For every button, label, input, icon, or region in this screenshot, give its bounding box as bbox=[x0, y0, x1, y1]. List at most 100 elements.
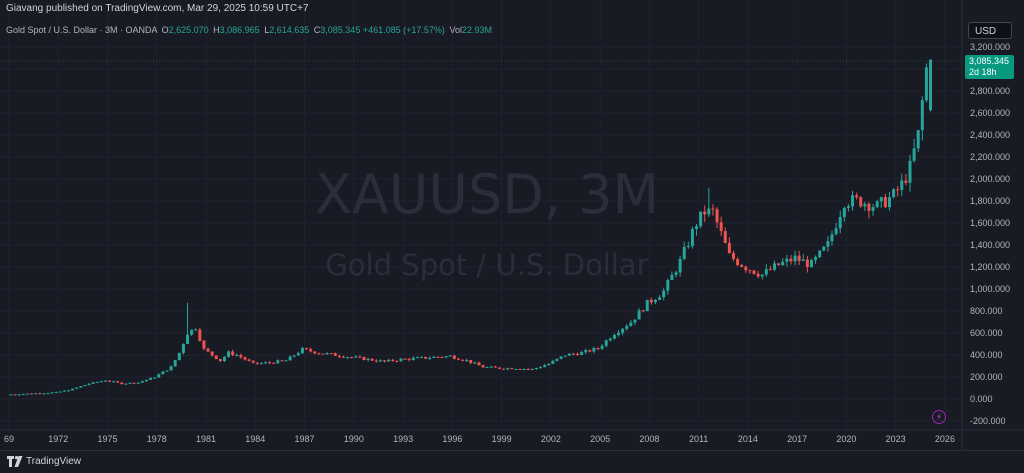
candle-body bbox=[612, 334, 616, 339]
open-value: 2,625.070 bbox=[168, 25, 209, 35]
candle-body bbox=[370, 358, 374, 361]
candle-body bbox=[132, 382, 136, 384]
candle-body bbox=[411, 357, 415, 360]
candle-body bbox=[444, 356, 448, 358]
candle-body bbox=[797, 255, 801, 261]
candle-body bbox=[420, 356, 423, 358]
candle-body bbox=[255, 362, 259, 364]
candle-body bbox=[112, 381, 116, 383]
candle-body bbox=[157, 374, 161, 378]
x-tick-label: 69 bbox=[4, 434, 14, 444]
candle-body bbox=[543, 365, 547, 368]
y-tick-label: 0.000 bbox=[970, 394, 993, 404]
candle-body bbox=[604, 340, 608, 346]
candle-body bbox=[641, 310, 645, 312]
candle-body bbox=[781, 261, 785, 265]
candle-body bbox=[366, 358, 370, 361]
candle-body bbox=[276, 360, 280, 364]
candle-body bbox=[120, 382, 124, 385]
candle-body bbox=[518, 368, 522, 370]
x-tick-label: 1987 bbox=[295, 434, 315, 444]
candle-body bbox=[321, 353, 325, 355]
bar-countdown: 2d 18h bbox=[969, 67, 997, 77]
candle-body bbox=[563, 355, 567, 357]
candle-body bbox=[855, 195, 859, 198]
candle-body bbox=[428, 357, 432, 359]
y-tick-label: 1,600.000 bbox=[970, 218, 1010, 228]
candle-body bbox=[838, 216, 842, 229]
high-label: H bbox=[213, 25, 220, 35]
candle-body bbox=[461, 359, 465, 361]
candle-body bbox=[116, 381, 120, 383]
y-tick-label: -200.000 bbox=[970, 416, 1006, 426]
y-tick-label: 1,000.000 bbox=[970, 284, 1010, 294]
close-value: 3,085.345 bbox=[320, 25, 361, 35]
candle-body bbox=[350, 357, 354, 359]
candle-body bbox=[867, 203, 871, 211]
candle-body bbox=[181, 343, 185, 353]
candle-body bbox=[292, 355, 296, 357]
candle-body bbox=[268, 362, 272, 364]
candle-body bbox=[387, 359, 391, 362]
footer-brand[interactable]: TradingView bbox=[26, 456, 82, 467]
candle-body bbox=[900, 180, 904, 190]
candle-body bbox=[452, 355, 456, 359]
currency-button[interactable]: USD bbox=[968, 22, 1012, 39]
candle-body bbox=[206, 348, 210, 352]
candle-body bbox=[567, 353, 571, 356]
candle-body bbox=[785, 258, 789, 262]
candle-body bbox=[723, 231, 727, 243]
candle-body bbox=[805, 259, 809, 268]
candle-body bbox=[243, 357, 247, 360]
x-tick-label: 1972 bbox=[48, 434, 68, 444]
candle-body bbox=[391, 359, 395, 361]
watermark-symbol: XAUUSD, 3M bbox=[315, 163, 659, 226]
candle-body bbox=[202, 340, 206, 349]
candle-body bbox=[17, 394, 21, 396]
candle-body bbox=[469, 360, 473, 364]
last-price-tag: 3,085.345 2d 18h bbox=[965, 55, 1014, 79]
candle-body bbox=[510, 368, 514, 370]
candle-body bbox=[929, 59, 933, 111]
candle-body bbox=[477, 362, 481, 366]
candle-body bbox=[407, 358, 411, 360]
candle-body bbox=[645, 299, 649, 312]
candle-body bbox=[699, 211, 703, 227]
candle-body bbox=[740, 264, 744, 267]
candle-body bbox=[801, 259, 805, 261]
candle-body bbox=[773, 263, 777, 270]
lightning-icon[interactable]: ⚡ bbox=[932, 410, 946, 424]
y-tick-label: 2,800.000 bbox=[970, 86, 1010, 96]
candle-body bbox=[575, 353, 579, 355]
tradingview-logo-icon[interactable] bbox=[7, 456, 23, 468]
candle-body bbox=[555, 358, 559, 361]
candle-body bbox=[924, 67, 928, 101]
candle-body bbox=[424, 356, 428, 359]
candle-body bbox=[317, 353, 321, 355]
candle-body bbox=[662, 290, 666, 298]
candle-body bbox=[87, 383, 91, 386]
candle-body bbox=[559, 356, 563, 359]
price-chart[interactable]: XAUUSD, 3M Gold Spot / U.S. Dollar 3,200… bbox=[0, 0, 1024, 450]
candle-body bbox=[440, 357, 444, 359]
candle-body bbox=[879, 197, 883, 202]
symbol-description[interactable]: Gold Spot / U.S. Dollar · 3M · OANDA bbox=[6, 25, 158, 35]
candle-body bbox=[834, 228, 838, 235]
candle-body bbox=[908, 160, 912, 183]
candle-body bbox=[859, 197, 863, 207]
candle-body bbox=[173, 359, 177, 367]
candle-body bbox=[383, 360, 387, 362]
candle-body bbox=[465, 360, 469, 362]
candle-body bbox=[214, 355, 218, 359]
candle-body bbox=[744, 266, 748, 271]
candle-body bbox=[448, 355, 452, 357]
candle-body bbox=[502, 368, 506, 370]
candle-body bbox=[264, 362, 268, 364]
candle-body bbox=[50, 392, 54, 394]
candle-body bbox=[103, 380, 107, 382]
watermark-description: Gold Spot / U.S. Dollar bbox=[325, 248, 648, 282]
x-tick-label: 2023 bbox=[886, 434, 906, 444]
candle-body bbox=[600, 345, 604, 349]
x-tick-label: 2014 bbox=[738, 434, 758, 444]
volume-value: 22.93M bbox=[461, 25, 492, 35]
